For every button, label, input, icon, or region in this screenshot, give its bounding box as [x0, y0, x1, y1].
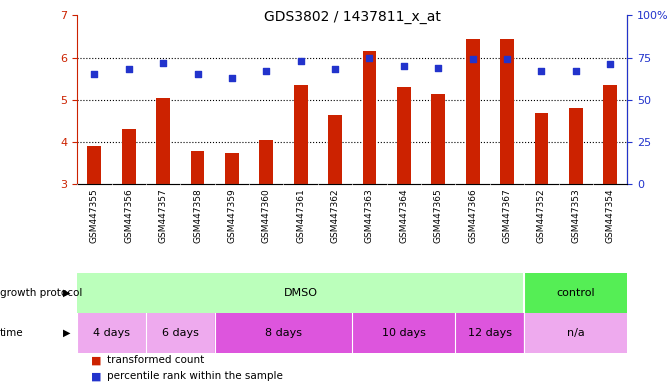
Bar — [500, 39, 514, 184]
Text: GSM447360: GSM447360 — [262, 189, 271, 243]
Point — [192, 71, 203, 78]
Point — [364, 55, 375, 61]
Text: GSM447352: GSM447352 — [537, 189, 546, 243]
Point — [227, 75, 238, 81]
Bar — [535, 113, 548, 184]
Text: transformed count: transformed count — [107, 355, 205, 365]
Text: 6 days: 6 days — [162, 328, 199, 338]
Bar — [466, 39, 480, 184]
Point — [399, 63, 409, 69]
Text: ▶: ▶ — [63, 328, 71, 338]
Bar — [431, 94, 445, 184]
Text: GSM447358: GSM447358 — [193, 189, 202, 243]
Bar — [569, 108, 582, 184]
Bar — [215, 313, 352, 353]
Text: 4 days: 4 days — [93, 328, 130, 338]
Text: GSM447364: GSM447364 — [399, 189, 409, 243]
Point — [295, 58, 306, 64]
Text: GSM447366: GSM447366 — [468, 189, 477, 243]
Point — [536, 68, 547, 74]
Text: 12 days: 12 days — [468, 328, 512, 338]
Text: control: control — [556, 288, 595, 298]
Text: GSM447356: GSM447356 — [124, 189, 134, 243]
Bar — [603, 85, 617, 184]
Bar — [362, 51, 376, 184]
Bar — [294, 85, 307, 184]
Bar — [87, 146, 101, 184]
Bar — [328, 114, 342, 184]
Text: ▶: ▶ — [63, 288, 71, 298]
Point — [467, 56, 478, 62]
Point — [123, 66, 134, 73]
Bar — [260, 140, 273, 184]
Text: percentile rank within the sample: percentile rank within the sample — [107, 371, 283, 381]
Bar — [191, 151, 205, 184]
Bar — [122, 129, 136, 184]
Point — [158, 60, 168, 66]
Text: GDS3802 / 1437811_x_at: GDS3802 / 1437811_x_at — [264, 10, 441, 23]
Bar — [156, 98, 170, 184]
Text: DMSO: DMSO — [284, 288, 317, 298]
Text: 10 days: 10 days — [382, 328, 426, 338]
Point — [605, 61, 615, 68]
Bar — [77, 313, 146, 353]
Bar — [524, 313, 627, 353]
Point — [89, 71, 100, 78]
Text: GSM447361: GSM447361 — [296, 189, 305, 243]
Text: GSM447365: GSM447365 — [433, 189, 443, 243]
Text: GSM447353: GSM447353 — [571, 189, 580, 243]
Text: GSM447355: GSM447355 — [90, 189, 99, 243]
Point — [502, 56, 513, 62]
Point — [261, 68, 272, 74]
Point — [329, 66, 340, 73]
Text: 8 days: 8 days — [265, 328, 302, 338]
Text: GSM447357: GSM447357 — [158, 189, 168, 243]
Bar — [146, 313, 215, 353]
Text: GSM447362: GSM447362 — [331, 189, 340, 243]
Bar — [225, 154, 239, 184]
Bar — [397, 87, 411, 184]
Text: growth protocol: growth protocol — [0, 288, 83, 298]
Text: time: time — [0, 328, 23, 338]
Point — [433, 65, 444, 71]
Text: GSM447354: GSM447354 — [606, 189, 615, 243]
Text: GSM447363: GSM447363 — [365, 189, 374, 243]
Text: ■: ■ — [91, 355, 101, 365]
Bar — [352, 313, 456, 353]
Text: n/a: n/a — [567, 328, 584, 338]
Text: ■: ■ — [91, 371, 101, 381]
Point — [570, 68, 581, 74]
Text: GSM447367: GSM447367 — [503, 189, 511, 243]
Text: GSM447359: GSM447359 — [227, 189, 236, 243]
Bar — [77, 273, 524, 313]
Bar — [456, 313, 524, 353]
Bar — [524, 273, 627, 313]
